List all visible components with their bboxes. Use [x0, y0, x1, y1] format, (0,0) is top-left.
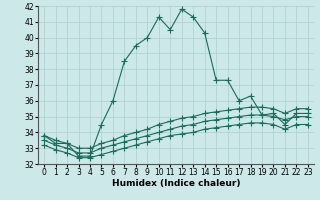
X-axis label: Humidex (Indice chaleur): Humidex (Indice chaleur)	[112, 179, 240, 188]
